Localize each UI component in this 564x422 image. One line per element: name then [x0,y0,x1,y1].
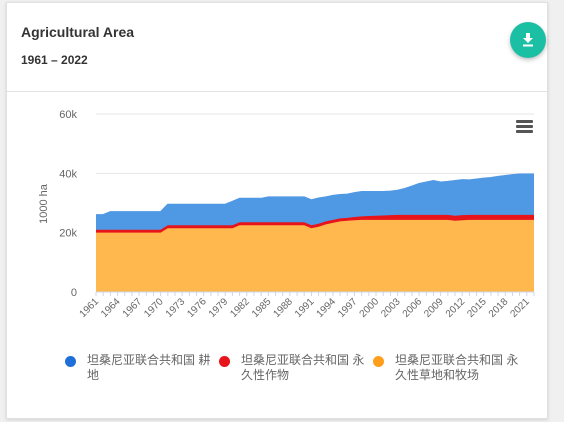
legend-label: 坦桑尼亚联合共和国 永久性作物 [241,353,365,382]
x-tick-label: 2006 [401,296,425,320]
x-tick-label: 2012 [444,296,468,320]
series-line [96,219,534,234]
chart-subtitle: 1961 – 2022 [21,53,88,67]
x-tick-label: 2018 [487,296,511,320]
legend-marker [219,356,230,367]
y-tick-label: 40k [59,168,77,180]
area-chart: 1961196419671970197319761979198219851988… [38,109,535,320]
x-tick-label: 1961 [78,296,102,320]
x-axis: 1961196419671970197319761979198219851988… [78,291,535,320]
x-tick-label: 1970 [142,296,166,320]
x-tick-label: 1979 [207,296,231,320]
y-axis-title: 1000 ha [38,183,50,224]
x-tick-label: 1988 [271,296,295,320]
x-tick-label: 2015 [465,296,489,320]
series-areas [96,173,534,292]
x-tick-label: 1982 [228,296,252,320]
legend-label: 坦桑尼亚联合共和国 耕地 [87,353,211,382]
x-tick-label: 1994 [315,296,339,320]
series-area[interactable] [96,219,534,292]
x-tick-label: 1985 [250,296,274,320]
x-tick-label: 2021 [508,296,532,320]
x-tick-label: 2003 [379,296,403,320]
legend-marker [65,356,76,367]
y-tick-label: 0 [71,287,77,299]
series-line [96,173,534,216]
hamburger-menu-icon [516,120,533,123]
legend-label: 坦桑尼亚联合共和国 永久性草地和牧场 [395,353,519,382]
card-header: Agricultural Area 1961 – 2022 [7,3,547,92]
download-icon [523,33,533,47]
chart-title: Agricultural Area [21,24,135,40]
legend-marker [373,356,384,367]
x-tick-label: 1973 [164,296,188,320]
series-area[interactable] [96,214,534,233]
x-tick-label: 1964 [99,296,123,320]
x-tick-label: 2009 [422,296,446,320]
x-tick-label: 2000 [358,296,382,320]
y-tick-label: 20k [59,228,77,240]
x-tick-label: 1991 [293,296,317,320]
chart-menu-button[interactable] [516,120,534,134]
x-tick-label: 1967 [121,296,145,320]
y-tick-label: 60k [59,109,77,121]
y-axis: 0 20k 40k 60k [59,109,77,299]
x-tick-label: 1976 [185,296,209,320]
download-button[interactable] [510,22,546,58]
series-area[interactable] [96,174,534,230]
chart-card: Agricultural Area 1961 – 2022 1961 1964 19… [6,2,548,419]
x-tick-label: 1997 [336,296,360,320]
